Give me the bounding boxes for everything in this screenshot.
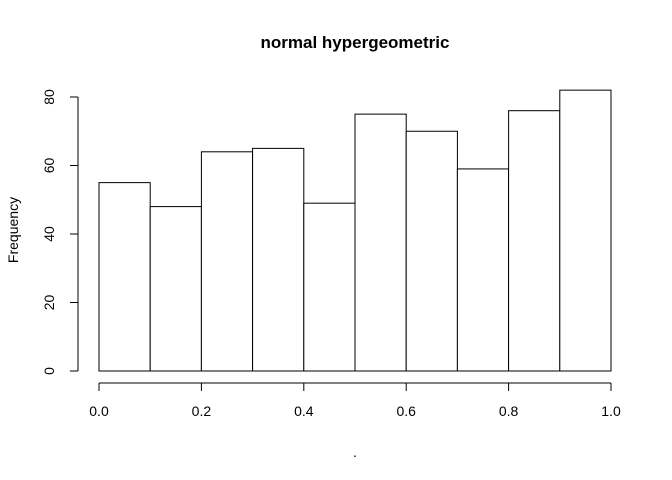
histogram-bar xyxy=(559,89,612,372)
histogram-bar xyxy=(508,110,561,372)
histogram-bar xyxy=(252,147,305,372)
x-tick-label: 1.0 xyxy=(601,403,621,419)
histogram-bar xyxy=(200,151,254,372)
y-tick-label: 60 xyxy=(41,158,57,174)
histogram-bar xyxy=(456,168,510,372)
y-tick-label: 80 xyxy=(41,89,57,105)
x-axis: 0.0 0.2 0.4 0.6 0.8 1.0 xyxy=(89,382,621,419)
histogram-bar xyxy=(405,130,458,372)
x-tick-label: 0.2 xyxy=(192,403,212,419)
histogram-bar xyxy=(303,202,356,372)
x-tick-label: 0.8 xyxy=(499,403,519,419)
histogram-bar xyxy=(98,182,151,372)
histogram-bar xyxy=(354,113,407,372)
chart-title: normal hypergeometric xyxy=(261,33,450,52)
x-tick-label: 0.6 xyxy=(396,403,416,419)
bars-group xyxy=(98,89,612,372)
histogram-bar xyxy=(149,206,202,372)
y-tick-label: 20 xyxy=(41,295,57,311)
y-axis: 0 20 40 60 80 xyxy=(41,89,79,375)
x-tick-label: 0.4 xyxy=(294,403,314,419)
x-tick-label: 0.0 xyxy=(89,403,109,419)
y-tick-label: 40 xyxy=(41,226,57,242)
x-axis-title: . xyxy=(353,444,357,460)
y-axis-title: Frequency xyxy=(5,197,21,263)
y-tick-label: 0 xyxy=(41,367,57,375)
